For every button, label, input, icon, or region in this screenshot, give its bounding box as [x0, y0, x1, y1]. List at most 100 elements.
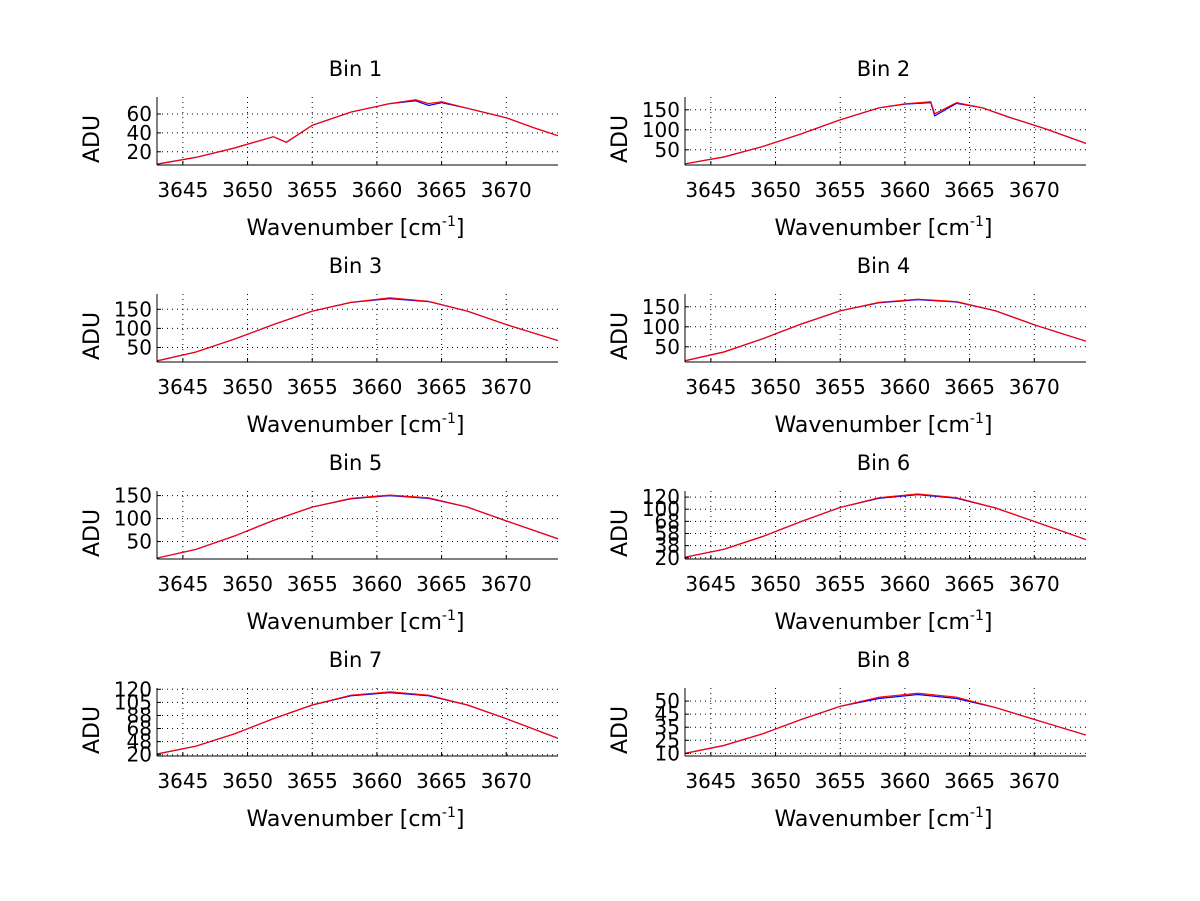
y-tick-label: 38: [655, 534, 680, 558]
x-tick-label: 3660: [879, 178, 930, 202]
x-axis-label-exponent: -1: [442, 805, 456, 821]
y-axis-label: ADU: [80, 706, 105, 754]
x-tick-label: 3650: [222, 572, 273, 596]
x-tick-label: 3650: [750, 769, 801, 793]
y-tick-label: 48: [127, 730, 152, 754]
x-axis-label-text: Wavenumber [cm: [247, 807, 442, 832]
x-axis-label-exponent: -1: [442, 608, 456, 624]
y-tick-label: 100: [642, 497, 680, 521]
x-axis-label-suffix: ]: [984, 413, 993, 438]
x-tick-label: 3645: [685, 178, 736, 202]
y-axis-label: ADU: [608, 509, 633, 557]
subplot-title: Bin 3: [329, 254, 383, 278]
x-axis-label-suffix: ]: [456, 413, 465, 438]
subplot-title: Bin 2: [857, 57, 911, 81]
x-tick-label: 3645: [157, 572, 208, 596]
series-line-red: [685, 101, 1086, 165]
y-tick-label: 20: [655, 546, 680, 570]
y-tick-label: 50: [127, 530, 152, 554]
subplot-title: Bin 1: [329, 57, 383, 81]
y-tick-label: 10: [655, 741, 680, 765]
subplot-title: Bin 6: [857, 451, 911, 475]
x-tick-label: 3670: [481, 178, 532, 202]
x-tick-label: 3660: [351, 375, 402, 399]
y-tick-label: 150: [642, 98, 680, 122]
x-tick-label: 3655: [287, 375, 338, 399]
y-tick-label: 150: [114, 484, 152, 508]
x-tick-label: 3665: [944, 375, 995, 399]
subplot-title: Bin 5: [329, 451, 383, 475]
x-tick-label: 3650: [222, 375, 273, 399]
x-axis-label-text: Wavenumber [cm: [247, 413, 442, 438]
y-axis-label: ADU: [608, 706, 633, 754]
y-tick-label: 150: [114, 297, 152, 321]
x-tick-label: 3660: [351, 178, 402, 202]
x-tick-label: 3655: [815, 572, 866, 596]
x-tick-label: 3645: [685, 769, 736, 793]
x-tick-label: 3670: [1009, 572, 1060, 596]
y-tick-label: 45: [655, 702, 680, 726]
series-line-blue: [685, 298, 1086, 362]
y-tick-label: 50: [127, 335, 152, 359]
series-line-blue: [685, 693, 1086, 754]
y-tick-label: 20: [127, 743, 152, 767]
y-tick-label: 50: [655, 335, 680, 359]
series-line-blue: [685, 493, 1086, 558]
y-tick-label: 50: [655, 138, 680, 162]
x-tick-label: 3670: [481, 572, 532, 596]
y-tick-label: 68: [655, 509, 680, 533]
x-axis-label-suffix: ]: [984, 216, 993, 241]
x-axis-label: Wavenumber [cm-1]: [247, 411, 465, 438]
y-axis-label: ADU: [80, 115, 105, 163]
x-axis-label: Wavenumber [cm-1]: [775, 805, 993, 832]
y-tick-label: 100: [642, 315, 680, 339]
series-line-red: [685, 493, 1086, 558]
y-tick-label: 50: [655, 689, 680, 713]
x-axis-label-exponent: -1: [970, 608, 984, 624]
x-axis-label: Wavenumber [cm-1]: [247, 805, 465, 832]
series-line-blue: [685, 101, 1086, 165]
y-tick-label: 120: [114, 677, 152, 701]
series-line-red: [685, 692, 1086, 754]
x-axis-label-suffix: ]: [456, 216, 465, 241]
y-tick-label: 40: [127, 121, 152, 145]
x-tick-label: 3665: [416, 178, 467, 202]
x-tick-label: 3655: [287, 572, 338, 596]
x-tick-label: 3660: [879, 769, 930, 793]
y-axis-label: ADU: [80, 509, 105, 557]
x-tick-label: 3645: [157, 178, 208, 202]
y-tick-label: 25: [655, 728, 680, 752]
x-tick-label: 3665: [416, 769, 467, 793]
y-axis-label: ADU: [80, 312, 105, 360]
x-tick-label: 3670: [1009, 375, 1060, 399]
x-tick-label: 3655: [815, 769, 866, 793]
subplot-title: Bin 4: [857, 254, 911, 278]
y-axis-label: ADU: [608, 115, 633, 163]
x-tick-label: 3665: [416, 572, 467, 596]
x-axis-label-exponent: -1: [970, 805, 984, 821]
x-axis-label: Wavenumber [cm-1]: [775, 411, 993, 438]
series-line-red: [685, 298, 1086, 362]
series-line-red: [157, 691, 558, 755]
x-tick-label: 3665: [944, 572, 995, 596]
x-tick-label: 3650: [222, 769, 273, 793]
x-axis-label-exponent: -1: [442, 411, 456, 427]
x-axis-label-suffix: ]: [984, 610, 993, 635]
x-axis-label-text: Wavenumber [cm: [775, 807, 970, 832]
x-tick-label: 3650: [750, 572, 801, 596]
y-tick-label: 120: [642, 485, 680, 509]
series-line-blue: [157, 494, 558, 559]
x-tick-label: 3670: [1009, 178, 1060, 202]
x-axis-label: Wavenumber [cm-1]: [247, 214, 465, 241]
x-tick-label: 3645: [685, 572, 736, 596]
x-tick-label: 3645: [157, 375, 208, 399]
x-axis-label-suffix: ]: [456, 807, 465, 832]
x-tick-label: 3645: [685, 375, 736, 399]
